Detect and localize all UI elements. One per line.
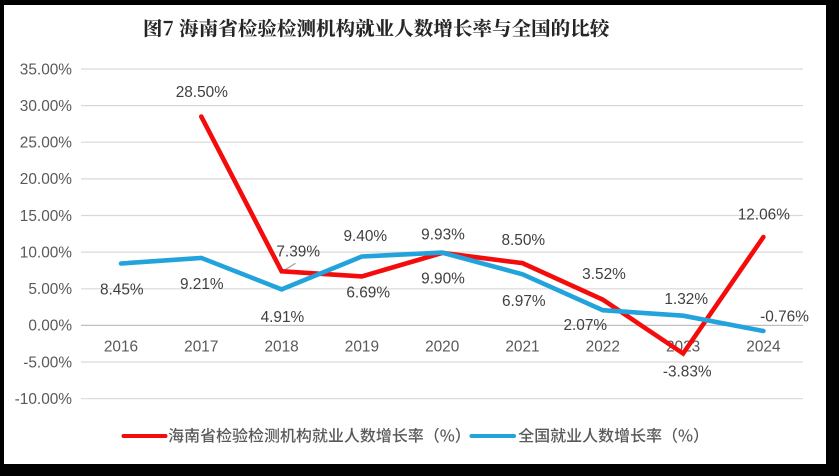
svg-text:15.00%: 15.00% bbox=[20, 208, 73, 225]
svg-text:9.21%: 9.21% bbox=[180, 276, 224, 293]
svg-text:20.00%: 20.00% bbox=[20, 171, 73, 188]
svg-text:9.90%: 9.90% bbox=[421, 271, 465, 288]
svg-text:2019: 2019 bbox=[345, 338, 379, 355]
svg-text:-3.83%: -3.83% bbox=[663, 363, 712, 380]
svg-text:2.07%: 2.07% bbox=[563, 317, 607, 334]
svg-text:2022: 2022 bbox=[586, 338, 620, 355]
svg-text:25.00%: 25.00% bbox=[20, 135, 73, 152]
svg-text:2024: 2024 bbox=[746, 338, 781, 355]
svg-text:-5.00%: -5.00% bbox=[23, 354, 72, 371]
svg-text:9.93%: 9.93% bbox=[421, 226, 465, 243]
svg-text:2021: 2021 bbox=[505, 338, 539, 355]
svg-text:8.50%: 8.50% bbox=[501, 232, 545, 249]
svg-text:10.00%: 10.00% bbox=[20, 244, 73, 261]
svg-text:-10.00%: -10.00% bbox=[15, 391, 73, 408]
svg-text:2017: 2017 bbox=[184, 338, 218, 355]
svg-text:30.00%: 30.00% bbox=[20, 98, 73, 115]
svg-text:0.00%: 0.00% bbox=[28, 318, 72, 335]
svg-text:8.45%: 8.45% bbox=[100, 282, 144, 299]
svg-text:12.06%: 12.06% bbox=[738, 207, 791, 224]
svg-text:6.69%: 6.69% bbox=[346, 285, 390, 302]
svg-text:1.32%: 1.32% bbox=[664, 291, 708, 308]
svg-text:3.52%: 3.52% bbox=[582, 266, 626, 283]
svg-text:4.91%: 4.91% bbox=[261, 309, 305, 326]
svg-text:9.40%: 9.40% bbox=[343, 228, 387, 245]
svg-text:7.39%: 7.39% bbox=[276, 244, 320, 261]
svg-text:2020: 2020 bbox=[425, 338, 459, 355]
svg-text:2018: 2018 bbox=[264, 338, 298, 355]
svg-text:35.00%: 35.00% bbox=[20, 61, 73, 78]
svg-text:2016: 2016 bbox=[104, 338, 138, 355]
svg-text:28.50%: 28.50% bbox=[176, 84, 229, 101]
svg-text:5.00%: 5.00% bbox=[28, 281, 72, 298]
svg-text:6.97%: 6.97% bbox=[502, 293, 546, 310]
svg-text:-0.76%: -0.76% bbox=[760, 309, 809, 326]
